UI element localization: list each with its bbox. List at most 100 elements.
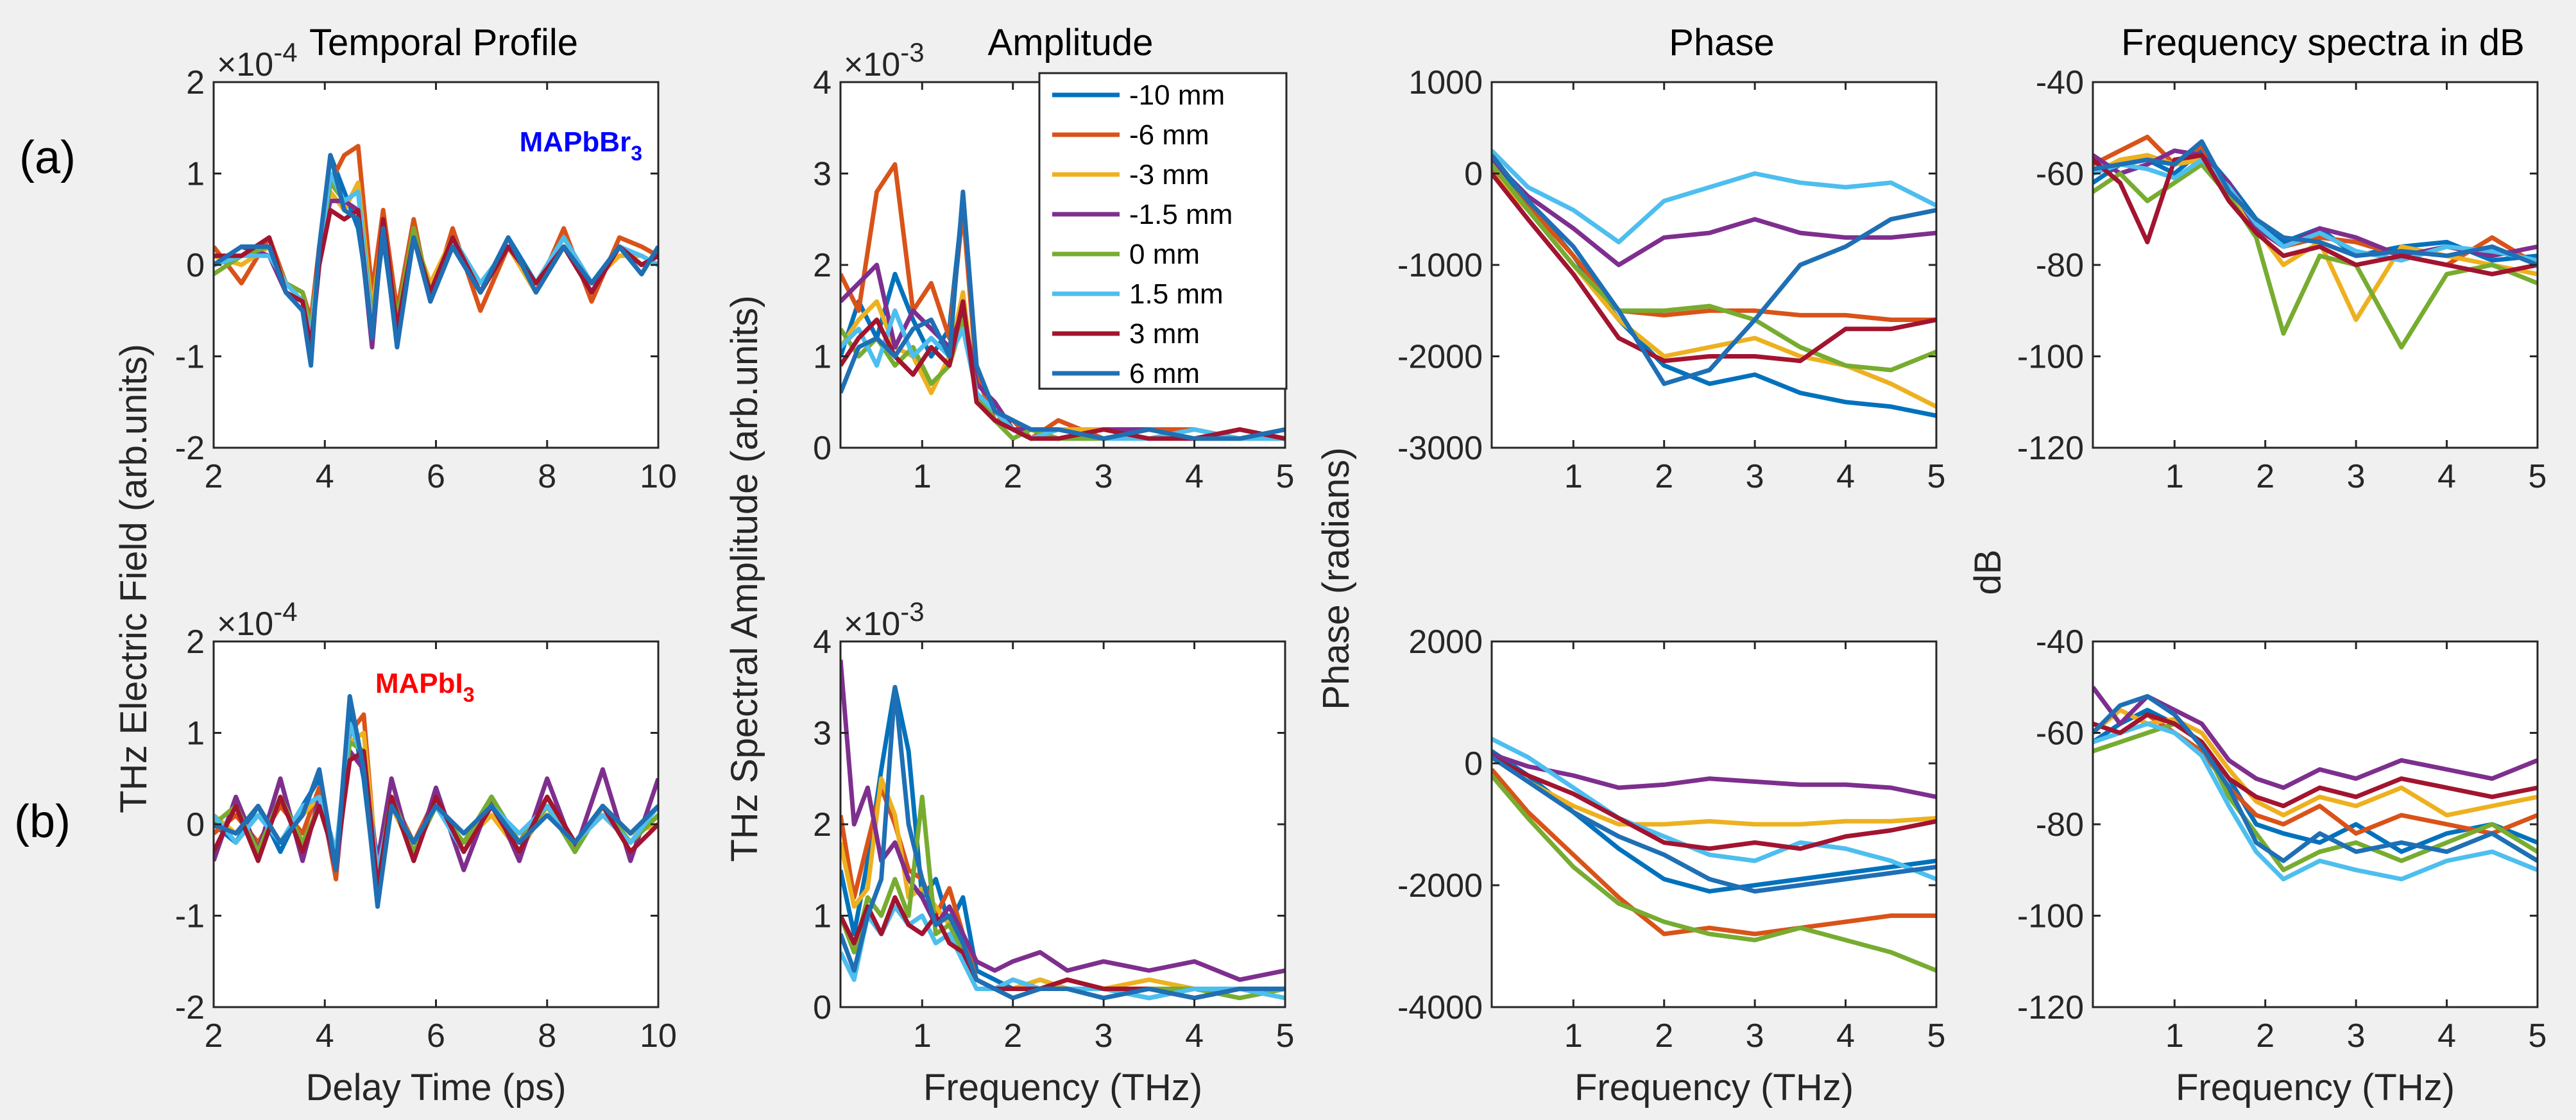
x-tick-label: 5 (2529, 1017, 2547, 1055)
y-tick-label: -2000 (1397, 339, 1483, 376)
series-line-5 (1492, 736, 1936, 881)
compound-name: MAPbI (375, 668, 463, 699)
series-group (2093, 135, 2538, 350)
y-tick-label: 2 (186, 64, 205, 101)
y-tick-label: 2 (186, 624, 205, 661)
series-line-7 (2093, 694, 2538, 863)
x-tick-label: 1 (2165, 1017, 2184, 1055)
x-tick-label: 4 (316, 458, 334, 495)
series-group (840, 162, 1285, 441)
legend-entry-label: -3 mm (1129, 159, 1209, 191)
chart-a-phase: 1 2 3 4 5 -3000 -2000 -1000 0 1000 Phase (1397, 22, 1945, 495)
legend-entry-label: -10 mm (1129, 80, 1225, 111)
chart-title: Temporal Profile (309, 22, 578, 64)
y-tick-label: 1 (186, 715, 205, 752)
series-line-7 (214, 153, 658, 368)
y-tick-label: -40 (2036, 624, 2084, 661)
series-line-6 (1492, 172, 1936, 364)
chart-b-db: 1 2 3 4 5 -120 -100 -80 -60 -40 Frequency (THz) (2017, 624, 2547, 1108)
compound-subscript: 3 (463, 683, 475, 706)
series-line-1 (1492, 167, 1936, 322)
y-tick-label: -3000 (1397, 430, 1483, 467)
series-group (1492, 736, 1936, 973)
chart-b-amplitude: 1 2 3 4 5 0 1 2 3 4 Frequency (THz) ×10-3 (813, 597, 1294, 1108)
series-line-2 (1492, 755, 1936, 827)
legend-entry-label: -6 mm (1129, 119, 1209, 151)
y-tick-label: 0 (813, 989, 832, 1026)
y-tick-label: -1 (175, 339, 205, 376)
y-tick-label: 4 (813, 64, 832, 101)
x-tick-label: 1 (913, 458, 932, 495)
series-group (840, 659, 1285, 1001)
exponent-base: ×10 (217, 46, 273, 83)
series-line-7 (840, 189, 1285, 441)
y-tick-label: -100 (2017, 339, 2084, 376)
series-line-7 (214, 694, 658, 909)
y-tick-label: 0 (1464, 745, 1483, 783)
y-tick-label: -80 (2036, 247, 2084, 284)
x-axis-label: Frequency (THz) (1574, 1067, 1854, 1108)
x-tick-label: 1 (1564, 1017, 1583, 1055)
y-tick-label: -2 (175, 989, 205, 1026)
chart-a-temporal: 2 4 6 8 10 -2 -1 0 1 2 Temporal Profile ×10-4 MAPbBr… (175, 22, 677, 495)
chart-b-temporal: 2 4 6 8 10 -2 -1 0 1 2 Delay Time (ps) ×10-4 MAPbI3 (175, 597, 677, 1108)
y-tick-label: -40 (2036, 64, 2084, 101)
db-ylabel: dB (1967, 550, 2009, 595)
legend: -10 mm -6 mm -3 mm -1.5 mm 0 mm 1.5 mm 3 mm 6 m… (1038, 72, 1288, 390)
series-line-4 (2093, 162, 2538, 350)
x-tick-label: 2 (205, 1017, 223, 1055)
x-tick-label: 5 (1927, 458, 1946, 495)
x-axis-label: Frequency (THz) (923, 1067, 1202, 1108)
y-tick-label: -120 (2017, 430, 2084, 467)
y-tick-label: 0 (813, 430, 832, 467)
y-tick-label: -1000 (1397, 247, 1483, 284)
compound-annotation: MAPbI3 (375, 668, 475, 706)
series-group (214, 144, 658, 368)
x-tick-label: 3 (1746, 458, 1764, 495)
x-axis-label: Frequency (THz) (2176, 1067, 2455, 1108)
x-tick-label: 4 (316, 1017, 334, 1055)
series-line-5 (2093, 721, 2538, 881)
x-tick-label: 2 (1655, 1017, 1673, 1055)
x-tick-label: 3 (2347, 1017, 2366, 1055)
y-tick-label: 4 (813, 624, 832, 661)
plot-area (1492, 82, 1936, 448)
chart-title: Frequency spectra in dB (2121, 22, 2525, 64)
plot-frame (1490, 640, 1938, 1008)
axis-exponent: ×10-4 (217, 37, 298, 83)
series-line-1 (1492, 768, 1936, 937)
y-tick-label: -120 (2017, 989, 2084, 1026)
x-tick-label: 2 (2256, 1017, 2274, 1055)
chart-a-db: 1 2 3 4 5 -120 -100 -80 -60 -40 Frequency spectra … (2017, 22, 2547, 495)
series-line-6 (214, 749, 658, 891)
series-line-7 (2093, 139, 2538, 267)
y-tick-label: -2000 (1397, 867, 1483, 904)
exponent-power: -4 (273, 597, 297, 627)
legend-entry-label: 6 mm (1129, 358, 1200, 389)
y-tick-label: -2 (175, 430, 205, 467)
x-tick-label: 2 (1655, 458, 1673, 495)
y-tick-label: -60 (2036, 156, 2084, 193)
x-tick-label: 6 (427, 458, 445, 495)
series-line-7 (840, 684, 1285, 1001)
x-tick-label: 1 (2165, 458, 2184, 495)
exponent-power: -3 (900, 37, 924, 67)
y-tick-label: -80 (2036, 806, 2084, 844)
x-tick-label: 1 (1564, 458, 1583, 495)
compound-annotation: MAPbBr3 (520, 126, 642, 165)
series-group (1492, 149, 1936, 418)
x-tick-label: 4 (2437, 1017, 2456, 1055)
x-tick-label: 5 (1927, 1017, 1946, 1055)
x-tick-label: 6 (427, 1017, 445, 1055)
y-tick-label: 0 (1464, 156, 1483, 193)
y-tick-label: 1 (813, 339, 832, 376)
x-tick-label: 5 (1276, 1017, 1295, 1055)
series-line-5 (1492, 149, 1936, 244)
panel-label-a: (a) (19, 132, 76, 183)
compound-name: MAPbBr (520, 126, 631, 158)
plot-area (1492, 641, 1936, 1007)
y-tick-label: 1 (186, 156, 205, 193)
series-line-6 (2093, 153, 2538, 276)
y-tick-label: 3 (813, 715, 832, 752)
